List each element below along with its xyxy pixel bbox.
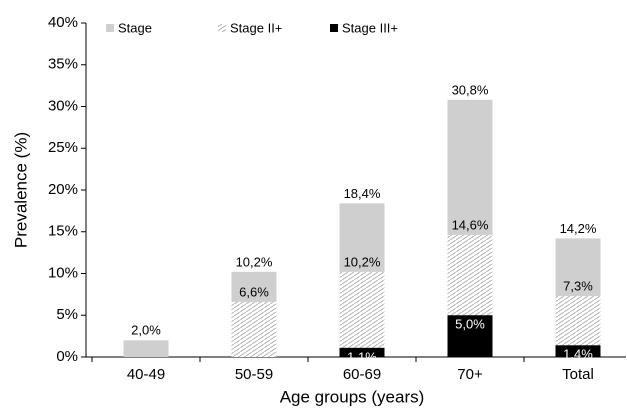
value-label: 30,8% <box>452 82 489 97</box>
y-tick-label: 15% <box>48 223 78 240</box>
bar <box>339 271 385 357</box>
value-label: 1,4% <box>563 347 593 362</box>
y-tick-label: 5% <box>56 306 78 323</box>
y-tick-label: 20% <box>48 181 78 198</box>
y-tick-label: 10% <box>48 264 78 281</box>
bar <box>123 340 169 357</box>
value-label: 1,1% <box>347 349 377 364</box>
bar <box>231 301 277 357</box>
value-label: 10,2% <box>344 254 381 269</box>
value-label: 14,6% <box>452 218 489 233</box>
legend-swatch <box>218 24 226 32</box>
legend-swatch <box>106 24 114 32</box>
y-tick-label: 40% <box>48 14 78 31</box>
x-tick-label: 70+ <box>457 366 483 383</box>
value-label: 2,0% <box>131 323 161 338</box>
x-axis-label: Age groups (years) <box>280 387 425 406</box>
x-tick-label: Total <box>562 366 594 383</box>
value-label: 10,2% <box>236 254 273 269</box>
value-label: 7,3% <box>563 278 593 293</box>
value-label: 18,4% <box>344 186 381 201</box>
y-tick-label: 0% <box>56 348 78 365</box>
value-label: 5,0% <box>455 317 485 332</box>
bar <box>447 315 493 357</box>
x-tick-label: 50-59 <box>235 366 273 383</box>
legend-label: Stage II+ <box>230 20 282 35</box>
x-tick-label: 40-49 <box>127 366 165 383</box>
value-label: 6,6% <box>239 284 269 299</box>
legend-label: Stage III+ <box>342 20 398 35</box>
y-tick-label: 25% <box>48 139 78 156</box>
legend-swatch <box>330 24 338 32</box>
bar <box>555 345 601 357</box>
bar <box>339 347 385 357</box>
y-axis-label: Prevalence (%) <box>11 132 30 248</box>
legend-label: Stage <box>118 20 152 35</box>
x-tick-label: 60-69 <box>343 366 381 383</box>
y-tick-label: 35% <box>48 56 78 73</box>
value-label: 14,2% <box>560 221 597 236</box>
y-tick-label: 30% <box>48 97 78 114</box>
